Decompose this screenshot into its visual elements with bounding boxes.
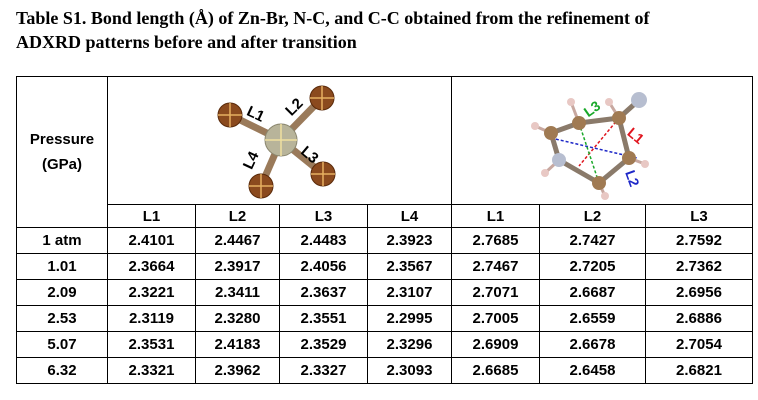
value-cell: 2.7205 xyxy=(539,253,646,280)
value-cell: 2.3119 xyxy=(107,305,196,332)
c-atom-4 xyxy=(592,176,606,190)
table-row: 2.53 2.3119 2.3280 2.3551 2.2995 2.7005 2.6559… xyxy=(16,305,753,332)
pressure-cell: 2.09 xyxy=(16,279,108,306)
distance-l3 xyxy=(578,122,600,184)
value-cell: 2.7592 xyxy=(645,227,753,254)
nc-cc-diagram-cell: L1 L2 L3 xyxy=(451,76,753,205)
h-atom-1 xyxy=(567,98,575,106)
value-cell: 2.4056 xyxy=(279,253,368,280)
br-atom-3 xyxy=(310,161,335,187)
value-cell: 2.3962 xyxy=(195,357,280,384)
bond-length-table: Pressure (GPa) xyxy=(16,76,753,384)
table-row: 2.09 2.3221 2.3411 2.3637 2.3107 2.7071 2.6687… xyxy=(16,279,753,306)
value-cell: 2.6909 xyxy=(451,331,540,358)
value-cell: 2.6678 xyxy=(539,331,646,358)
pressure-header-line-2: (GPa) xyxy=(41,156,82,173)
h-atom-2 xyxy=(531,122,539,130)
value-cell: 2.3221 xyxy=(107,279,196,306)
table-row: 1 atm 2.4101 2.4467 2.4483 2.3923 2.7685 2.742… xyxy=(16,227,753,254)
distance-l1 xyxy=(578,117,620,167)
c-atom-3 xyxy=(622,151,636,165)
value-cell: 2.4483 xyxy=(279,227,368,254)
h-atom-4 xyxy=(601,192,609,200)
value-cell: 2.7685 xyxy=(451,227,540,254)
caption-line-2: ADXRD patterns before and after transiti… xyxy=(16,32,357,52)
col-header-nccc-l2: L2 xyxy=(539,204,646,228)
pressure-cell: 1.01 xyxy=(16,253,108,280)
col-header-znbr-l2: L2 xyxy=(195,204,280,228)
value-cell: 2.3529 xyxy=(279,331,368,358)
table-row: 6.32 2.3321 2.3962 2.3327 2.3093 2.6685 2.6458… xyxy=(16,357,753,384)
value-cell: 2.3664 xyxy=(107,253,196,280)
value-cell: 2.3093 xyxy=(367,357,452,384)
value-cell: 2.6687 xyxy=(539,279,646,306)
value-cell: 2.3917 xyxy=(195,253,280,280)
value-cell: 2.6559 xyxy=(539,305,646,332)
value-cell: 2.3327 xyxy=(279,357,368,384)
n-atom-1 xyxy=(552,153,566,167)
c-atom-1 xyxy=(572,116,586,130)
value-cell: 2.3296 xyxy=(367,331,452,358)
diagram-label-l4: L4 xyxy=(239,148,262,172)
pressure-header-line-1: Pressure xyxy=(29,131,95,148)
value-cell: 2.7427 xyxy=(539,227,646,254)
pressure-cell: 1 atm xyxy=(16,227,108,254)
value-cell: 2.6685 xyxy=(451,357,540,384)
diagram-label-right-l2: L2 xyxy=(622,168,643,189)
value-cell: 2.3411 xyxy=(195,279,280,306)
value-cell: 2.4101 xyxy=(107,227,196,254)
value-cell: 2.3551 xyxy=(279,305,368,332)
zn-br-diagram-cell: L1 L2 L3 L4 xyxy=(107,76,452,205)
value-cell: 2.3567 xyxy=(367,253,452,280)
br-atom-4 xyxy=(248,173,273,199)
value-cell: 2.6956 xyxy=(645,279,753,306)
value-cell: 2.3321 xyxy=(107,357,196,384)
value-cell: 2.7054 xyxy=(645,331,753,358)
pressure-header: Pressure (GPa) xyxy=(16,76,108,228)
value-cell: 2.7071 xyxy=(451,279,540,306)
value-cell: 2.3923 xyxy=(367,227,452,254)
diagram-label-right-l3: L3 xyxy=(581,97,604,120)
caption-line-1: Table S1. Bond length (Å) of Zn-Br, N-C,… xyxy=(16,8,650,28)
h-atom-5 xyxy=(641,160,649,168)
br-atom-1 xyxy=(217,102,242,128)
table-row: 5.07 2.3531 2.4183 2.3529 2.3296 2.6909 2.6678… xyxy=(16,331,753,358)
col-header-znbr-l4: L4 xyxy=(367,204,452,228)
c-atom-2 xyxy=(612,111,626,125)
zn-atom xyxy=(264,123,297,157)
col-header-znbr-l3: L3 xyxy=(279,204,368,228)
value-cell: 2.7467 xyxy=(451,253,540,280)
table-row: 1.01 2.3664 2.3917 2.4056 2.3567 2.7467 2.7205… xyxy=(16,253,753,280)
value-cell: 2.3107 xyxy=(367,279,452,306)
value-cell: 2.6886 xyxy=(645,305,753,332)
value-cell: 2.3280 xyxy=(195,305,280,332)
value-cell: 2.4183 xyxy=(195,331,280,358)
value-cell: 2.7362 xyxy=(645,253,753,280)
pressure-cell: 5.07 xyxy=(16,331,108,358)
c-atom-5 xyxy=(544,126,558,140)
h-atom-3 xyxy=(541,169,549,177)
pressure-cell: 6.32 xyxy=(16,357,108,384)
column-label-row: L1 L2 L3 L4 L1 L2 L3 xyxy=(17,204,753,228)
value-cell: 2.7005 xyxy=(451,305,540,332)
col-header-znbr-l1: L1 xyxy=(107,204,196,228)
piperazine-ring-diagram: L1 L2 L3 xyxy=(531,92,649,200)
znbr4-tetrahedron-diagram: L1 L2 L3 L4 xyxy=(217,85,335,199)
value-cell: 2.3531 xyxy=(107,331,196,358)
image-row: Pressure (GPa) xyxy=(16,76,753,228)
diagram-label-l1: L1 xyxy=(244,103,267,126)
pressure-cell: 2.53 xyxy=(16,305,108,332)
value-cell: 2.2995 xyxy=(367,305,452,332)
col-header-nccc-l3: L3 xyxy=(645,204,753,228)
value-cell: 2.6821 xyxy=(645,357,753,384)
col-header-nccc-l1: L1 xyxy=(451,204,540,228)
table-body: 1 atm 2.4101 2.4467 2.4483 2.3923 2.7685 2.742… xyxy=(16,227,753,384)
table-caption: Table S1. Bond length (Å) of Zn-Br, N-C,… xyxy=(16,6,746,54)
br-atom-2 xyxy=(309,85,334,111)
value-cell: 2.3637 xyxy=(279,279,368,306)
h-atom-6 xyxy=(605,98,613,106)
value-cell: 2.6458 xyxy=(539,357,646,384)
value-cell: 2.4467 xyxy=(195,227,280,254)
n-atom-2 xyxy=(631,92,647,108)
